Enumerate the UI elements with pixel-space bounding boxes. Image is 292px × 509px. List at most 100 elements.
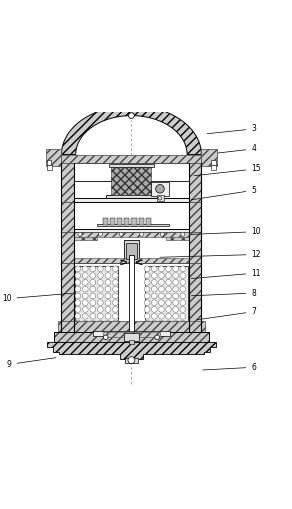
Circle shape [105,286,111,292]
Bar [146,218,151,224]
Circle shape [90,279,96,285]
Circle shape [152,286,157,292]
Circle shape [152,273,157,278]
Circle shape [128,112,134,119]
Circle shape [98,314,103,319]
Bar [139,218,144,224]
Circle shape [173,320,178,326]
Circle shape [82,320,88,326]
Bar [74,258,189,263]
Text: 5: 5 [191,186,256,200]
Circle shape [173,300,178,305]
Circle shape [98,300,103,305]
Circle shape [98,293,103,299]
Circle shape [152,266,157,272]
Circle shape [78,232,82,236]
Bar [47,160,51,164]
Circle shape [90,306,96,313]
Bar [110,218,115,224]
Circle shape [82,266,88,272]
Circle shape [180,266,186,272]
Bar [46,149,62,166]
Circle shape [159,266,164,272]
Circle shape [105,279,111,285]
Circle shape [105,300,111,305]
Bar [54,331,208,343]
Circle shape [166,306,171,313]
Circle shape [166,320,171,326]
Circle shape [82,293,88,299]
Circle shape [144,293,150,299]
Circle shape [180,314,186,319]
Bar [74,198,189,202]
Bar [74,229,189,232]
Circle shape [82,306,88,313]
Circle shape [90,266,96,272]
Circle shape [113,320,118,326]
Bar [62,263,74,331]
Circle shape [152,320,157,326]
Circle shape [82,279,88,285]
Circle shape [75,320,81,326]
Bar [74,163,189,202]
Bar [124,218,129,224]
Circle shape [105,293,111,299]
Circle shape [105,320,111,326]
Circle shape [75,306,81,313]
Bar [131,218,137,224]
Circle shape [159,293,164,299]
Circle shape [113,279,118,285]
Circle shape [160,232,164,236]
Bar [126,243,137,259]
Text: 9: 9 [7,358,56,369]
Bar [189,202,201,232]
Text: 8: 8 [191,289,256,298]
Bar [58,321,205,331]
Circle shape [98,286,103,292]
Circle shape [105,273,111,278]
Bar [62,155,201,163]
Circle shape [166,266,171,272]
Circle shape [119,232,123,236]
Text: 3: 3 [207,124,256,134]
Bar [103,218,108,224]
Circle shape [113,300,118,305]
Bar [74,232,189,263]
Text: 7: 7 [197,307,256,320]
Bar [106,194,157,199]
Circle shape [113,273,118,278]
Circle shape [173,273,178,278]
Bar [112,167,152,194]
Bar [152,182,168,196]
Circle shape [90,300,96,305]
Circle shape [180,300,186,305]
Circle shape [166,300,171,305]
Circle shape [82,314,88,319]
Circle shape [75,314,81,319]
Circle shape [113,266,118,272]
Circle shape [173,286,178,292]
Circle shape [159,320,164,326]
Circle shape [90,293,96,299]
Bar [54,331,208,343]
Text: 10: 10 [191,227,261,236]
Circle shape [173,306,178,313]
Circle shape [159,279,164,285]
Circle shape [113,293,118,299]
Circle shape [144,266,150,272]
Circle shape [75,273,81,278]
Circle shape [152,314,157,319]
Bar [47,165,52,171]
Bar [75,266,118,326]
Circle shape [180,279,186,285]
Bar [124,240,139,262]
Bar [103,331,160,337]
Circle shape [180,320,186,326]
Circle shape [144,273,150,278]
Circle shape [159,273,164,278]
Circle shape [180,273,186,278]
Circle shape [113,314,118,319]
Circle shape [144,279,150,285]
Circle shape [103,335,108,340]
Circle shape [152,306,157,313]
